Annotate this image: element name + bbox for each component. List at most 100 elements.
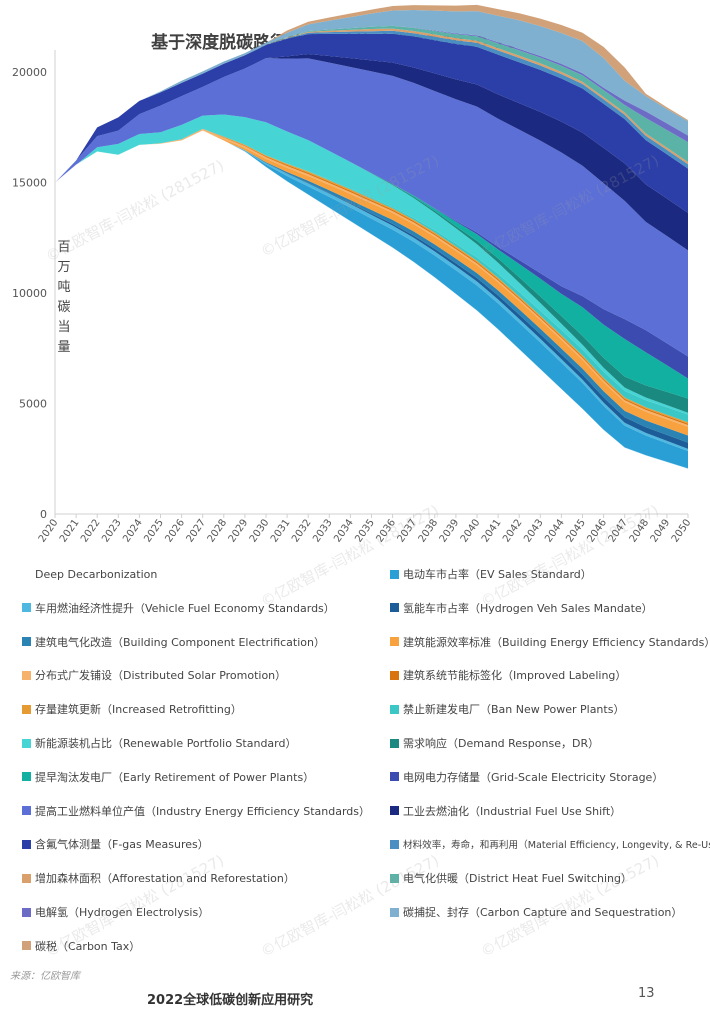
legend-item: 建筑电气化改造（Building Component Electrificati… [22, 634, 325, 650]
legend-item: 建筑系统节能标签化（Improved Labeling） [390, 667, 626, 683]
legend-item: 提早淘汰发电厂（Early Retirement of Power Plants… [22, 769, 314, 785]
legend-swatch [22, 839, 31, 849]
series-area-13 [55, 58, 688, 357]
legend-item: 增加森林面积（Afforestation and Reforestation） [22, 870, 295, 886]
legend-item: 电动车市占率（EV Sales Standard） [390, 566, 592, 582]
legend-swatch [22, 738, 31, 748]
legend-item: Deep Decarbonization [35, 566, 157, 582]
legend-swatch [390, 907, 399, 917]
legend-swatch [390, 670, 399, 680]
legend-swatch [390, 839, 399, 849]
x-tick-label: 2040 [459, 517, 483, 544]
legend-item: 禁止新建发电厂（Ban New Power Plants） [390, 701, 624, 717]
legend-swatch [22, 873, 31, 883]
legend-swatch [22, 806, 31, 816]
series-area-3 [55, 130, 688, 443]
legend-swatch [390, 569, 399, 579]
series-area-9 [55, 114, 688, 415]
legend-swatch [390, 738, 399, 748]
series-area-15 [55, 33, 688, 213]
baseline-line [54, 130, 689, 469]
x-tick-label: 2034 [332, 517, 356, 544]
x-tick-label: 2024 [121, 517, 145, 544]
y-tick-label: 0 [40, 508, 47, 521]
x-tick-label: 2036 [374, 517, 398, 544]
legend-label: 存量建筑更新（Increased Retrofitting） [35, 703, 242, 717]
legend-label: 分布式广发铺设（Distributed Solar Promotion） [35, 669, 287, 683]
x-tick-label: 2043 [522, 517, 546, 544]
legend-label: 增加森林面积（Afforestation and Reforestation） [35, 872, 295, 886]
legend-label: 建筑系统节能标签化（Improved Labeling） [403, 669, 627, 683]
legend-swatch [390, 704, 399, 714]
legend-item: 建筑能源效率标准（Building Energy Efficiency Stan… [390, 634, 710, 650]
legend-label: 电气化供暖（District Heat Fuel Switching） [403, 872, 632, 886]
series-area-10 [55, 114, 688, 413]
x-tick-label: 2047 [607, 517, 631, 544]
legend-label: 禁止新建发电厂（Ban New Power Plants） [403, 703, 625, 717]
x-tick-label: 2021 [58, 517, 82, 544]
x-tick-label: 2038 [417, 517, 441, 544]
legend-item: 存量建筑更新（Increased Retrofitting） [22, 701, 242, 717]
y-axis-label-char: 吨 [57, 280, 71, 295]
x-tick-label: 2022 [79, 517, 103, 544]
legend-item: 分布式广发铺设（Distributed Solar Promotion） [22, 667, 286, 683]
legend-item: 需求响应（Demand Response，DR） [390, 735, 599, 751]
x-tick-label: 2046 [585, 517, 609, 544]
legend-item: 含氟气体测量（F-gas Measures） [22, 836, 209, 852]
legend-swatch [22, 670, 31, 680]
y-tick-label: 5000 [19, 398, 47, 411]
legend-item: 氢能车市占率（Hydrogen Veh Sales Mandate） [390, 600, 653, 616]
x-tick-label: 2039 [438, 517, 462, 544]
legend-item: 碳税（Carbon Tax） [22, 938, 140, 954]
legend-label: Deep Decarbonization [35, 567, 158, 581]
legend-item: 电网电力存储量（Grid-Scale Electricity Storage） [390, 769, 663, 785]
legend-swatch [390, 637, 399, 647]
legend-item: 材料效率，寿命，和再利用（Material Efficiency, Longev… [390, 836, 710, 852]
y-axis-label-char: 万 [57, 260, 71, 275]
legend-label: 氢能车市占率（Hydrogen Veh Sales Mandate） [403, 601, 653, 615]
legend-label: 需求响应（Demand Response，DR） [403, 737, 600, 750]
series-area-4 [55, 130, 688, 436]
x-tick-label: 2048 [628, 517, 652, 544]
legend-item: 工业去燃油化（Industrial Fuel Use Shift） [390, 803, 621, 819]
y-axis-label-char: 百 [57, 240, 71, 255]
legend-swatch [22, 603, 31, 613]
legend-swatch [390, 873, 399, 883]
x-tick-label: 2020 [37, 517, 61, 544]
legend-item: 碳捕捉、封存（Carbon Capture and Sequestration） [390, 904, 682, 920]
x-tick-label: 2033 [311, 517, 335, 544]
series-area-11 [55, 114, 688, 399]
legend-swatch [22, 637, 31, 647]
legend-label: 材料效率，寿命，和再利用（Material Efficiency, Longev… [403, 840, 710, 852]
legend-item: 提高工业燃料单位产值（Industry Energy Efficiency St… [22, 803, 370, 819]
x-tick-label: 2023 [100, 517, 124, 544]
area-chart: 0 5000 10000 15000 20000 20202021202220232024… [12, 4, 693, 545]
x-tick-label: 2027 [185, 517, 209, 544]
x-tick-label: 2045 [564, 517, 588, 544]
x-tick-label: 2041 [480, 517, 504, 544]
legend-label: 建筑电气化改造（Building Component Electrificati… [35, 635, 325, 649]
legend-label: 电动车市占率（EV Sales Standard） [403, 568, 592, 581]
series-area-14 [55, 53, 688, 251]
legend-item: 电气化供暖（District Heat Fuel Switching） [390, 870, 632, 886]
x-tick-label: 2049 [649, 517, 673, 544]
x-tick-label: 2037 [396, 517, 420, 544]
x-tick-label: 2031 [269, 517, 293, 544]
y-tick-label: 10000 [12, 287, 47, 300]
y-axis-label-char: 量 [57, 340, 71, 355]
y-axis-label: 百万吨碳当量 [55, 238, 73, 358]
legend-label: 碳税（Carbon Tax） [35, 939, 141, 953]
legend-label: 新能源装机占比（Renewable Portfolio Standard） [35, 737, 297, 750]
legend-label: 车用燃油经济性提升（Vehicle Fuel Economy Standards… [35, 601, 335, 615]
y-axis-label-char: 碳 [57, 300, 71, 315]
legend-label: 含氟气体测量（F-gas Measures） [35, 838, 209, 852]
legend-swatch [22, 941, 31, 951]
legend-label: 电网电力存储量（Grid-Scale Electricity Storage） [403, 770, 664, 784]
x-tick-label: 2026 [163, 517, 187, 544]
series-area-8 [55, 128, 688, 423]
y-tick-label: 15000 [12, 177, 47, 190]
x-tick-label: 2032 [290, 517, 314, 544]
legend-swatch [22, 907, 31, 917]
series-area-0 [55, 130, 688, 469]
legend-swatch [390, 806, 399, 816]
